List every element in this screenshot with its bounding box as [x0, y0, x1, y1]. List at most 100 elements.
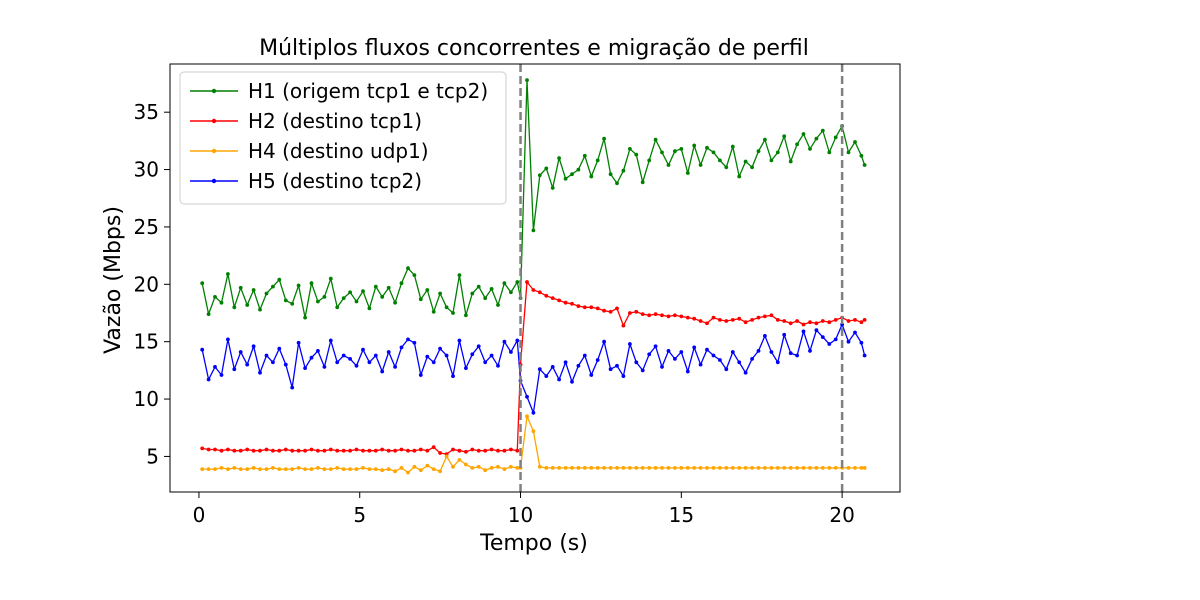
data-point	[464, 449, 468, 454]
data-point	[769, 313, 774, 318]
data-point	[788, 321, 793, 326]
data-point	[309, 281, 314, 286]
data-point	[544, 466, 549, 470]
data-point	[489, 353, 494, 358]
data-point	[827, 320, 832, 325]
data-point	[730, 318, 735, 322]
data-point	[814, 466, 819, 470]
data-point	[412, 273, 417, 277]
legend-marker	[211, 118, 217, 124]
data-point	[692, 143, 697, 148]
data-point	[354, 467, 359, 471]
data-point	[666, 349, 671, 353]
data-point	[595, 466, 600, 470]
data-point	[245, 362, 250, 367]
data-point	[444, 305, 449, 310]
data-point	[788, 351, 793, 356]
data-point	[489, 466, 494, 470]
data-point	[775, 466, 780, 470]
legend-box	[179, 71, 507, 205]
data-point	[431, 360, 436, 365]
data-point	[412, 448, 417, 453]
data-point	[763, 137, 767, 142]
data-point	[666, 314, 671, 319]
data-point	[537, 367, 542, 372]
data-point	[795, 353, 799, 358]
data-point	[316, 448, 320, 453]
data-point	[557, 377, 561, 382]
data-point	[438, 291, 442, 296]
data-point	[782, 134, 787, 139]
data-point	[509, 290, 513, 295]
data-point	[570, 172, 574, 177]
data-point	[634, 466, 639, 470]
data-point	[226, 272, 230, 276]
data-point	[660, 150, 664, 155]
data-point	[576, 304, 581, 308]
data-point	[595, 306, 600, 311]
data-point	[277, 277, 282, 282]
data-point	[219, 300, 224, 305]
data-point	[698, 319, 703, 323]
data-point	[602, 308, 606, 313]
data-point	[763, 466, 767, 470]
data-point	[393, 448, 397, 453]
data-point	[213, 295, 217, 299]
data-point	[711, 315, 716, 320]
data-point	[660, 466, 664, 470]
legend-label: H1 (origem tcp1 e tcp2)	[248, 79, 488, 103]
data-point	[801, 322, 806, 327]
data-point	[457, 448, 462, 453]
data-point	[277, 467, 282, 471]
data-point	[200, 347, 205, 352]
data-point	[226, 447, 230, 452]
data-point	[399, 466, 404, 470]
data-point	[406, 470, 410, 475]
data-point	[483, 448, 488, 453]
data-point	[457, 458, 462, 462]
data-point	[206, 467, 211, 471]
data-point	[245, 447, 250, 452]
data-point	[718, 358, 722, 362]
data-point	[200, 467, 205, 471]
data-point	[570, 301, 574, 306]
data-point	[258, 448, 262, 453]
data-point	[438, 451, 442, 455]
data-point	[271, 284, 275, 289]
data-point	[309, 467, 314, 471]
data-point	[679, 314, 684, 319]
data-point	[737, 316, 742, 321]
data-point	[711, 150, 716, 155]
data-point	[386, 285, 391, 290]
data-point	[692, 466, 697, 470]
data-point	[570, 379, 574, 384]
data-point	[425, 354, 430, 359]
data-point	[206, 377, 211, 382]
data-point	[595, 158, 600, 163]
data-point	[743, 370, 748, 375]
data-point	[615, 466, 619, 470]
data-point	[502, 467, 507, 471]
data-point	[303, 366, 307, 370]
data-point	[827, 342, 832, 346]
x-tick-label: 15	[669, 503, 694, 527]
data-point	[476, 464, 481, 469]
data-point	[788, 159, 793, 164]
data-point	[595, 358, 600, 362]
data-point	[531, 228, 536, 233]
data-point	[476, 284, 481, 289]
data-point	[833, 337, 838, 342]
data-point	[724, 466, 729, 470]
data-point	[859, 340, 864, 345]
data-point	[373, 448, 378, 453]
data-point	[502, 448, 507, 453]
data-point	[380, 468, 385, 473]
y-tick-label: 15	[134, 330, 159, 354]
data-point	[483, 296, 488, 300]
data-point	[621, 466, 626, 470]
data-point	[200, 281, 205, 286]
data-point	[290, 301, 295, 306]
data-point	[576, 466, 581, 470]
data-point	[679, 466, 684, 470]
axes: 0 5 10 15 20 5 10 15 20 25 30 35	[134, 63, 901, 527]
